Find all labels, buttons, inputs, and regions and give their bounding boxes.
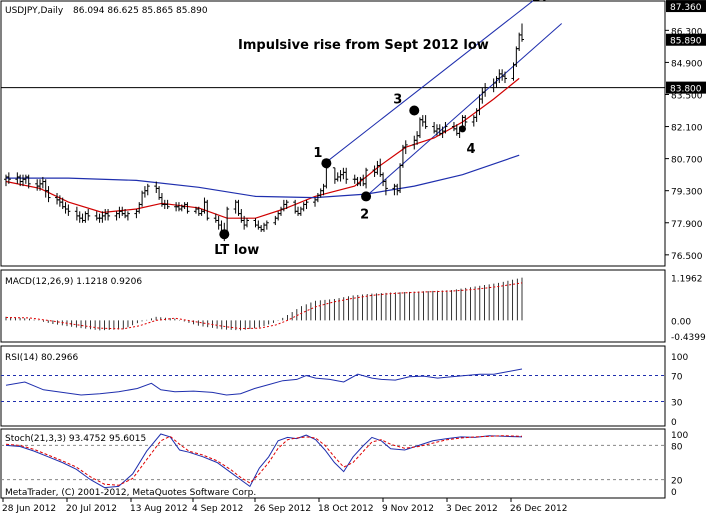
ohlc-bar bbox=[145, 183, 150, 196]
level-price-label: 83.800 bbox=[670, 85, 702, 95]
rsi-title: RSI(14) 80.2966 bbox=[5, 353, 78, 363]
price-tick-label: 84.900 bbox=[671, 59, 703, 69]
rsi-tick-label: 100 bbox=[671, 353, 688, 363]
ohlc-bar bbox=[106, 209, 111, 221]
price-tick-label: 79.300 bbox=[671, 188, 703, 198]
price-tick-label: 86.300 bbox=[671, 27, 703, 37]
macd-signal-line bbox=[5, 282, 523, 330]
wave-label: 3 bbox=[393, 93, 402, 108]
stoch-tick-label: 20 bbox=[671, 477, 683, 487]
wave-marker bbox=[361, 191, 372, 202]
level-price-label-box bbox=[666, 81, 706, 94]
ohlc-bar bbox=[125, 211, 130, 221]
macd-tick-label: 1.1962 bbox=[671, 275, 703, 285]
price-panel-frame bbox=[0, 0, 666, 267]
date-tick-label: 4 Sep 2012 bbox=[192, 504, 243, 514]
price-tick-label: 82.100 bbox=[671, 124, 703, 134]
rsi-tick-label: 0 bbox=[671, 418, 677, 428]
ohlc-bar bbox=[383, 179, 388, 196]
date-tick-label: 18 Oct 2012 bbox=[318, 504, 374, 514]
date-tick-label: 26 Dec 2012 bbox=[510, 504, 568, 514]
price-plot: 1 2 3 4 5? LT low bbox=[1, 0, 665, 258]
macd-panel-frame bbox=[0, 269, 666, 343]
price-tick-label: 76.500 bbox=[671, 252, 703, 262]
stoch-tick-label: 100 bbox=[671, 431, 688, 441]
price-tick-label: 80.700 bbox=[671, 156, 703, 166]
ohlc-bar bbox=[403, 140, 408, 155]
ohlc-bar bbox=[502, 71, 507, 84]
ohlc-bar bbox=[26, 174, 31, 189]
wave-marker bbox=[458, 125, 466, 133]
ohlc-bar bbox=[483, 83, 488, 97]
date-tick-label: 28 Jun 2012 bbox=[2, 504, 56, 514]
top-price-label-box bbox=[666, 0, 706, 13]
ohlc-readout: 86.094 86.625 85.865 85.890 bbox=[73, 6, 208, 16]
stoch-plot bbox=[1, 433, 665, 489]
macd-tick-label: 0.00 bbox=[671, 317, 691, 327]
rsi-panel-frame bbox=[0, 345, 666, 427]
top-price-label: 87.360 bbox=[670, 3, 702, 13]
ma-fast-line bbox=[5, 77, 520, 219]
macd-title: MACD(12,26,9) 1.1218 0.9206 bbox=[5, 277, 142, 287]
ohlc-bar bbox=[364, 167, 369, 189]
ohlc-bar bbox=[304, 199, 309, 210]
ohlc-bar bbox=[264, 220, 269, 230]
rsi-tick-label: 70 bbox=[671, 373, 683, 383]
channel-upper-line bbox=[326, 0, 534, 163]
wave-marker bbox=[409, 105, 420, 116]
wave-label: 1 bbox=[313, 146, 322, 161]
macd-tick-label: -0.4399 bbox=[671, 333, 706, 343]
date-tick-label: 13 Aug 2012 bbox=[130, 504, 188, 514]
ohlc-bar bbox=[344, 167, 349, 184]
ohlc-bar bbox=[284, 199, 289, 210]
ma-slow-line bbox=[6, 154, 520, 199]
ohlc-bar bbox=[423, 115, 428, 129]
wave-label: LT low bbox=[214, 243, 259, 258]
date-tick-label: 9 Nov 2012 bbox=[382, 504, 434, 514]
wave-label: 2 bbox=[360, 207, 369, 222]
wave-label: 4 bbox=[466, 142, 475, 157]
current-price-label: 85.890 bbox=[670, 37, 702, 47]
date-tick-label: 3 Dec 2012 bbox=[446, 504, 498, 514]
copyright-text: MetaTrader, (C) 2001-2012, MetaQuotes So… bbox=[5, 488, 256, 498]
ohlc-bar bbox=[46, 186, 51, 203]
ohlc-bar bbox=[443, 121, 448, 134]
stoch-tick-label: 80 bbox=[671, 442, 683, 452]
rsi-tick-label: 30 bbox=[671, 399, 683, 409]
ohlc-bar bbox=[520, 23, 524, 42]
symbol-title: USDJPY,Daily bbox=[5, 6, 64, 16]
rsi-plot bbox=[1, 368, 665, 402]
wave-marker bbox=[219, 229, 230, 240]
rsi-line bbox=[5, 368, 523, 396]
current-price-label-box bbox=[666, 33, 706, 46]
impulse-annotation: Impulsive rise from Sept 2012 low bbox=[238, 38, 489, 53]
price-tick-label: 77.900 bbox=[671, 220, 703, 230]
wave-label: 5? bbox=[532, 0, 549, 6]
ohlc-bar bbox=[165, 199, 170, 210]
ohlc-bar bbox=[205, 199, 210, 221]
wave-marker bbox=[321, 158, 332, 169]
ohlc-bar bbox=[463, 115, 468, 127]
ohlc-bar bbox=[66, 204, 71, 216]
ohlc-bar bbox=[6, 172, 11, 184]
date-tick-label: 26 Sep 2012 bbox=[254, 504, 311, 514]
price-tick-label: 83.500 bbox=[671, 91, 703, 101]
stoch-title: Stoch(21,3,3) 93.4752 95.6015 bbox=[5, 434, 146, 444]
ohlc-bar bbox=[185, 202, 190, 214]
ohlc-bar bbox=[244, 218, 249, 228]
stoch-tick-label: 0 bbox=[671, 488, 677, 498]
ohlc-bar bbox=[86, 209, 91, 221]
stoch-k-line bbox=[5, 433, 523, 489]
channel-lower-line bbox=[365, 23, 563, 197]
date-tick-label: 20 Jul 2012 bbox=[66, 504, 117, 514]
macd-plot bbox=[5, 277, 523, 331]
